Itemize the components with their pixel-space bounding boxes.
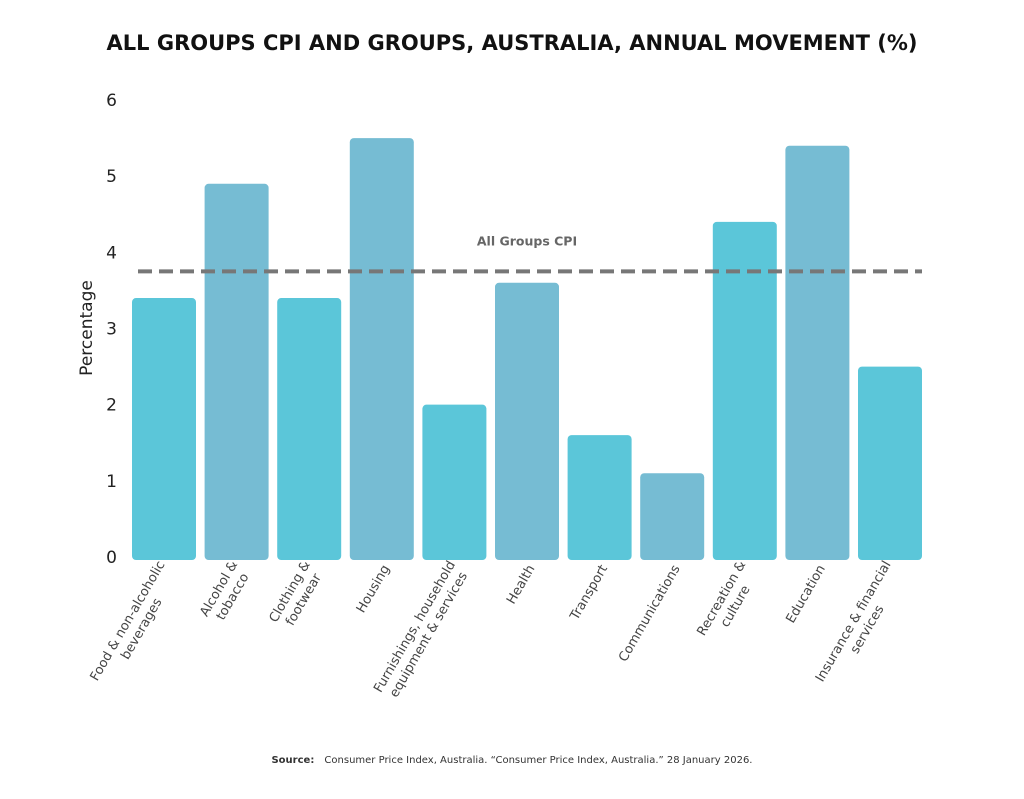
x-tick-label: Transport (567, 563, 611, 624)
x-tick-label: Health (504, 563, 538, 607)
bar (204, 183, 269, 561)
bar (349, 138, 414, 561)
y-tick-label: 3 (106, 320, 117, 340)
x-tick-label-line: Food & non-alcoholic (88, 559, 169, 684)
y-tick-label: 0 (106, 548, 117, 568)
x-tick-label-line: Insurance & financial (813, 559, 895, 685)
y-tick-label: 4 (106, 243, 117, 263)
bar (567, 435, 632, 560)
y-tick-label: 2 (106, 396, 117, 416)
chart-title: ALL GROUPS CPI AND GROUPS, AUSTRALIA, AN… (107, 31, 918, 55)
x-tick-label: Food & non-alcoholicbeverages (88, 559, 183, 692)
bar (640, 473, 705, 560)
bar (712, 221, 777, 560)
x-tick-label-line: Housing (354, 563, 393, 616)
source-note: Source: Consumer Price Index, Australia.… (271, 748, 752, 767)
bar (132, 298, 196, 560)
y-axis-label: Percentage (77, 280, 97, 376)
x-tick-label-line: Education (784, 563, 829, 627)
all-groups-cpi-label: All Groups CPI (477, 233, 577, 248)
x-tick-label: Recreation &culture (694, 559, 763, 647)
bar (422, 404, 487, 560)
source-label: Source: (271, 755, 314, 766)
y-tick-label: 1 (106, 472, 117, 492)
bar (858, 366, 922, 560)
bar (277, 298, 342, 560)
x-tick-label: Alcohol &tobacco (197, 559, 255, 628)
bar (495, 282, 559, 560)
y-tick-label: 5 (106, 167, 117, 187)
x-tick-label: Education (784, 563, 829, 627)
x-tick-label-line: Health (504, 563, 538, 607)
x-tick-label: Clothing &footwear (267, 559, 328, 634)
bar (785, 145, 850, 560)
x-tick-label-line: Communications (616, 562, 684, 664)
source-text: Consumer Price Index, Australia. “Consum… (324, 755, 752, 766)
x-tick-label: Insurance & financialservices (813, 559, 908, 693)
x-tick-label-line: Transport (567, 563, 611, 624)
x-tick-label: Communications (616, 562, 684, 664)
x-tick-label: Housing (354, 563, 393, 616)
y-tick-label: 6 (106, 91, 117, 111)
